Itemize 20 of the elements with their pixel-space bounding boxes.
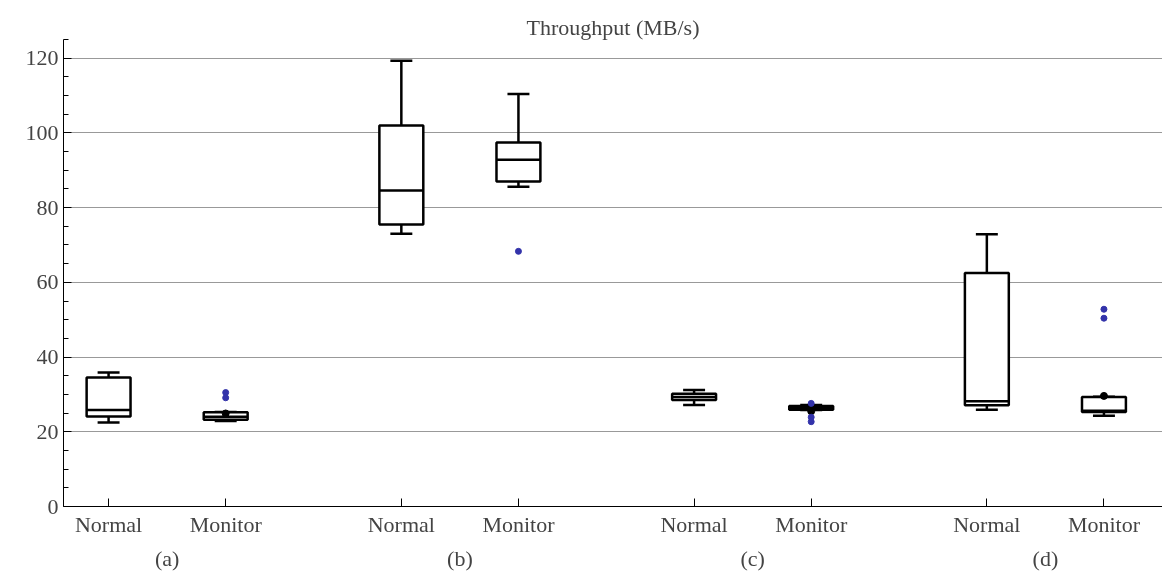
x-tick-label: Normal [953,511,1021,537]
y-tick-label: 0 [47,493,59,519]
x-tick-label: Normal [74,511,143,537]
y-tick-label: 120 [25,45,59,71]
x-tick-label: Monitor [775,511,848,537]
chart-title: Throughput (MB/s) [526,14,700,40]
y-tick-label: 60 [36,269,59,295]
x-tick-label: Normal [660,511,728,537]
x-tick-label: Normal [367,511,435,537]
text: (c) [740,545,765,571]
x-tick-label: Monitor [189,511,263,537]
y-tick-label: 100 [25,119,59,145]
text: (a) [154,545,180,571]
text: (b) [447,545,473,571]
x-tick-label: Monitor [1067,511,1141,537]
y-tick-label: 20 [36,418,59,444]
x-tick-label: Monitor [482,511,556,537]
text: (d) [1032,545,1059,571]
y-tick-label: 40 [36,344,59,370]
y-tick-label: 80 [36,194,59,220]
